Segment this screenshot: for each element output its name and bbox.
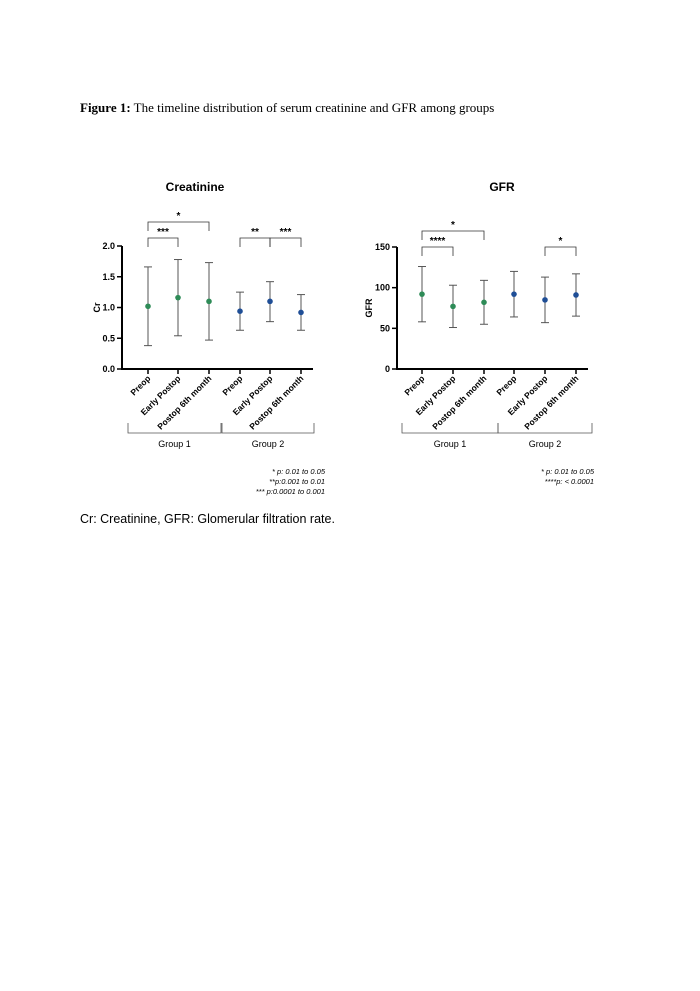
category-label: Postop 6th month (430, 373, 488, 431)
y-tick-label: 50 (380, 323, 390, 333)
y-tick-label: 1.5 (102, 272, 115, 282)
data-point (298, 309, 304, 316)
bracket-line (147, 237, 179, 247)
significance-label: * (177, 211, 181, 222)
category-label: Preop (220, 373, 244, 397)
chart-title: GFR (489, 180, 515, 194)
chart-title: Creatinine (166, 180, 225, 194)
y-tick-label: 2.0 (102, 241, 115, 251)
figure-label: Figure 1: (80, 100, 131, 115)
data-point (481, 299, 487, 306)
significance-label: *** (280, 227, 292, 238)
y-tick-label: 100 (375, 283, 390, 293)
data-point (542, 297, 548, 303)
significance-label: *** (157, 227, 169, 238)
data-point (206, 298, 212, 305)
p-value-note: **p:0.001 to 0.01 (269, 477, 325, 486)
significance-label: ** (251, 227, 259, 238)
significance-label: * (451, 220, 455, 231)
p-value-note: * p: 0.01 to 0.05 (272, 467, 326, 476)
bracket-line (239, 237, 271, 247)
group-bracket-line (127, 423, 222, 434)
y-axis-label: Cr (92, 302, 102, 312)
bracket-line (421, 246, 454, 256)
significance-bracket: *** (269, 227, 302, 247)
data-point (237, 308, 243, 314)
data-point (511, 291, 517, 297)
y-tick-label: 0 (385, 364, 390, 374)
group-bracket: Group 2 (221, 423, 315, 449)
data-point (175, 294, 181, 301)
y-tick-label: 150 (375, 242, 390, 252)
significance-bracket: * (421, 220, 485, 240)
p-value-note: ****p: < 0.0001 (545, 477, 594, 486)
group-label: Group 2 (252, 439, 285, 449)
p-value-note: * p: 0.01 to 0.05 (541, 467, 595, 476)
category-label: Postop 6th month (155, 373, 213, 431)
significance-label: **** (430, 236, 446, 247)
group-bracket-line (401, 423, 499, 434)
category-label: Preop (494, 373, 518, 397)
group-bracket-line (497, 423, 593, 434)
data-point (145, 303, 151, 310)
category-label: Postop 6th month (247, 373, 305, 431)
footnote: Cr: Creatinine, GFR: Glomerular filtrati… (80, 512, 335, 526)
category-label: Postop 6th month (522, 373, 580, 431)
significance-bracket: ** (239, 227, 271, 247)
group-bracket: Group 2 (497, 423, 593, 449)
category-label: Preop (402, 373, 426, 397)
group-bracket: Group 1 (401, 423, 499, 449)
group-label: Group 2 (529, 439, 562, 449)
group-label: Group 1 (158, 439, 191, 449)
bracket-line (421, 230, 485, 240)
significance-bracket: * (544, 236, 577, 256)
bracket-line (147, 221, 210, 231)
data-point (419, 291, 425, 297)
significance-bracket: **** (421, 236, 454, 256)
bracket-line (544, 246, 577, 256)
category-label: Preop (128, 373, 152, 397)
p-value-note: *** p:0.0001 to 0.001 (256, 487, 325, 496)
y-axis-label: GFR (364, 298, 374, 317)
data-point (267, 298, 273, 305)
group-bracket-line (221, 423, 315, 434)
group-label: Group 1 (434, 439, 467, 449)
significance-label: * (559, 236, 563, 247)
figure-text: The timeline distribution of serum creat… (130, 100, 495, 115)
figure-caption: Figure 1: The timeline distribution of s… (80, 100, 494, 116)
y-tick-label: 0.0 (102, 364, 115, 374)
significance-bracket: * (147, 211, 210, 231)
data-point (450, 303, 456, 310)
y-tick-label: 1.0 (102, 303, 115, 313)
y-tick-label: 0.5 (102, 333, 115, 343)
significance-bracket: *** (147, 227, 179, 247)
data-point (573, 292, 579, 298)
group-bracket: Group 1 (127, 423, 222, 449)
bracket-line (269, 237, 302, 247)
